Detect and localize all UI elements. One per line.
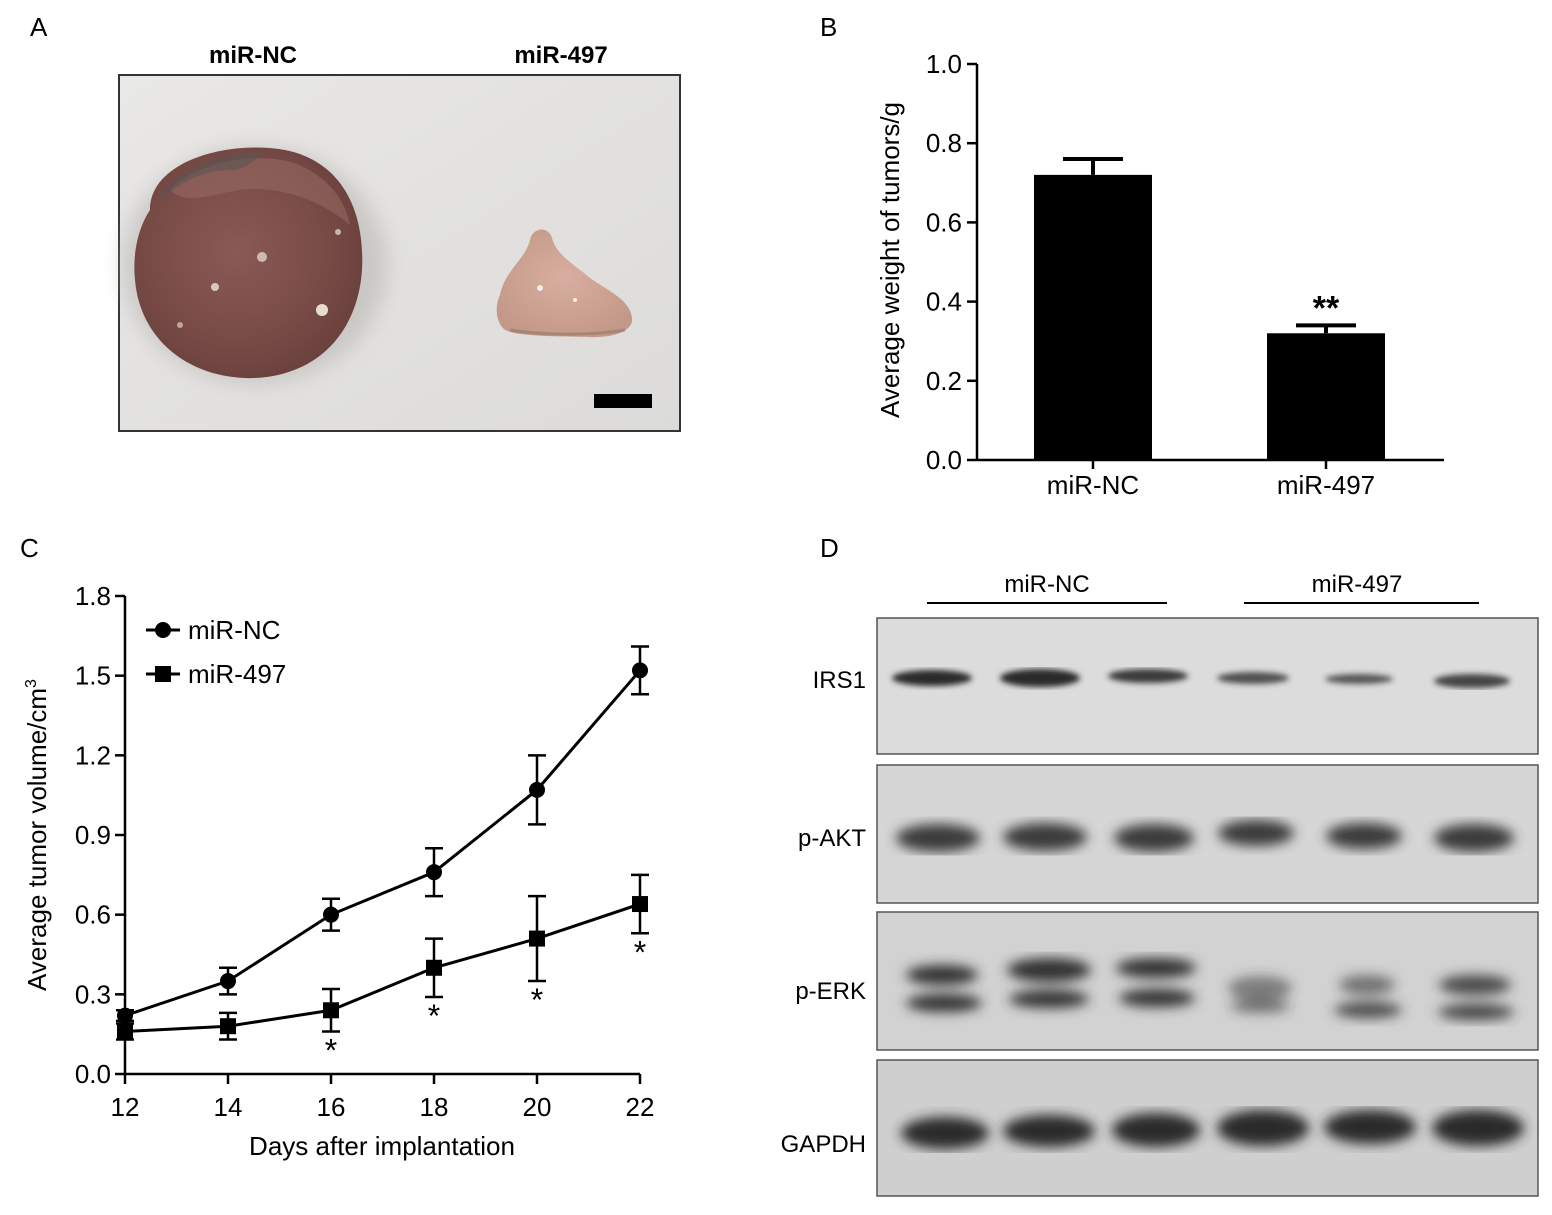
- y-tick-label: 1.8: [75, 581, 111, 611]
- panel-a: A miR-NC miR-497: [30, 12, 681, 432]
- significance-marker: *: [325, 1033, 337, 1069]
- panel-c-letter: C: [20, 533, 39, 563]
- y-tick-label: 0.0: [75, 1059, 111, 1089]
- x-tick-label: 18: [420, 1092, 449, 1122]
- data-point-mir-nc: [426, 864, 442, 881]
- significance-marker: *: [428, 998, 440, 1034]
- data-point-mir-497: [117, 1023, 133, 1040]
- series-line-mir-497: [124, 902, 641, 1034]
- panel-b-bar-chart: B Average weight of tumors/g 0.0 0.2 0.4 0.…: [820, 12, 1444, 500]
- panel-a-letter: A: [30, 12, 48, 42]
- data-point-mir-nc: [117, 1007, 133, 1024]
- panel-a-label-mir-497: miR-497: [514, 42, 607, 69]
- significance-marker: *: [531, 982, 543, 1018]
- blot-p-erk: [876, 911, 1539, 1051]
- y-axis-title-superscript: 3: [23, 679, 40, 688]
- y-tick-label: 0.3: [75, 979, 111, 1009]
- x-tick-label: 12: [111, 1092, 140, 1122]
- y-axis-title: Average tumor volume/cm3: [22, 679, 52, 991]
- data-point-mir-497: [220, 1018, 236, 1035]
- x-tick-label: 20: [523, 1092, 552, 1122]
- blot-row-label-irs1: IRS1: [813, 667, 866, 694]
- scale-bar: [594, 394, 652, 408]
- data-point-mir-497: [632, 896, 648, 913]
- blot-row-label-gapdh: GAPDH: [781, 1131, 866, 1158]
- x-tick-label: miR-497: [1277, 470, 1375, 500]
- y-tick-label: 0.6: [75, 900, 111, 930]
- significance-marker: **: [1313, 289, 1340, 327]
- legend-marker-mir-nc: [155, 622, 171, 638]
- blot-group-label-mir-nc: miR-NC: [1004, 571, 1089, 598]
- x-axis-title: Days after implantation: [249, 1131, 515, 1161]
- bar-mir-nc: [1034, 174, 1152, 460]
- data-point-mir-nc: [529, 781, 545, 798]
- y-tick-label: 0.8: [926, 128, 962, 158]
- x-tick-label: 16: [317, 1092, 346, 1122]
- series-line-mir-nc: [124, 669, 642, 1017]
- blot-irs1: [876, 617, 1539, 755]
- panel-c-line-chart: C Days after implantation Average tumor …: [20, 533, 654, 1161]
- x-tick-label: 22: [626, 1092, 655, 1122]
- blot-row-label-p-akt: p-AKT: [798, 825, 866, 852]
- y-axis-title: Average weight of tumors/g: [875, 102, 905, 418]
- panel-b-letter: B: [820, 12, 837, 42]
- x-tick-label: miR-NC: [1047, 470, 1139, 500]
- legend-label-mir-nc: miR-NC: [188, 615, 280, 645]
- data-point-mir-nc: [220, 973, 236, 990]
- y-tick-label: 0.6: [926, 207, 962, 237]
- y-tick-label: 0.9: [75, 820, 111, 850]
- panel-d-letter: D: [820, 533, 839, 563]
- y-tick-label: 1.2: [75, 740, 111, 770]
- significance-marker: *: [634, 934, 646, 970]
- y-tick-label: 1.5: [75, 661, 111, 691]
- data-point-mir-497: [529, 930, 545, 947]
- legend-marker-mir-497: [155, 666, 171, 682]
- y-tick-label: 0.4: [926, 287, 962, 317]
- panel-d: D miR-NC miR-497 IRS1 p-AKT p-ERK GAPDH: [781, 533, 1539, 1197]
- data-point-mir-nc: [632, 662, 648, 679]
- y-tick-label: 0.0: [926, 445, 962, 475]
- legend-label-mir-497: miR-497: [188, 659, 286, 689]
- panel-a-label-mir-nc: miR-NC: [209, 42, 297, 69]
- data-point-mir-497: [426, 959, 442, 976]
- bar-mir-497: [1267, 333, 1385, 460]
- blot-row-label-p-erk: p-ERK: [795, 978, 866, 1005]
- data-point-mir-497: [323, 1002, 339, 1019]
- blot-group-label-mir-497: miR-497: [1312, 571, 1403, 598]
- y-tick-label: 1.0: [926, 49, 962, 79]
- x-tick-label: 14: [214, 1092, 243, 1122]
- tumor-photo: [118, 74, 681, 432]
- y-tick-label: 0.2: [926, 366, 962, 396]
- blot-p-akt: [876, 764, 1539, 904]
- blot-gapdh: [876, 1059, 1539, 1197]
- data-point-mir-nc: [323, 906, 339, 923]
